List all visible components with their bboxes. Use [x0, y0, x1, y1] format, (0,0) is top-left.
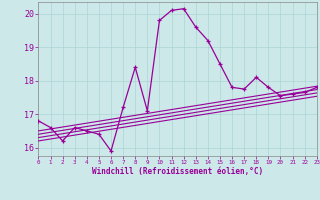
X-axis label: Windchill (Refroidissement éolien,°C): Windchill (Refroidissement éolien,°C): [92, 167, 263, 176]
